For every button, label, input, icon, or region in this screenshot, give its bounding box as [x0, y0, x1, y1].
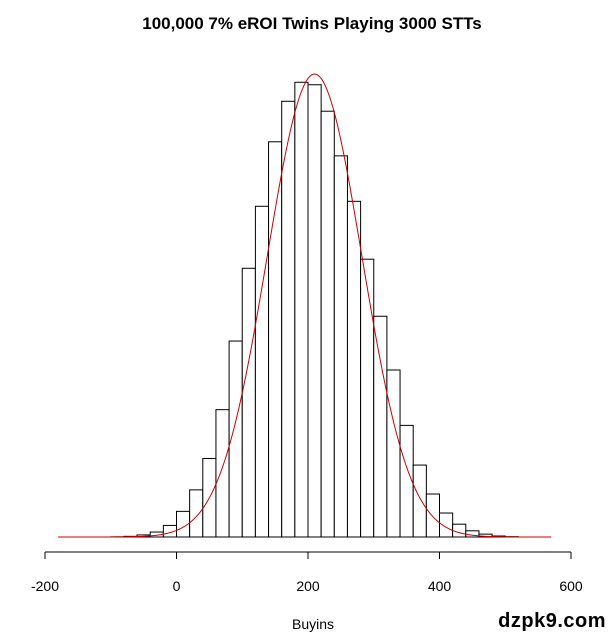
histogram-bar [241, 267, 256, 538]
chart-title: 100,000 7% eROI Twins Playing 3000 STTs [142, 14, 482, 33]
x-tick-label: 200 [296, 578, 320, 594]
histogram-bar [254, 205, 270, 538]
watermark: dzpk9.com [498, 610, 606, 632]
x-tick-label: 0 [173, 578, 181, 594]
histogram-bars [110, 81, 519, 538]
histogram-bar [373, 315, 388, 538]
histogram-bar [189, 489, 204, 538]
histogram-bar [346, 200, 362, 538]
histogram-bar [399, 424, 414, 538]
x-axis: -200 0 200 400 600 [31, 551, 583, 594]
histogram-bar [268, 141, 283, 538]
density-curve [58, 73, 552, 538]
histogram-bar [425, 493, 441, 538]
x-tick-label: 600 [559, 578, 583, 594]
x-axis-label: Buyins [292, 616, 334, 632]
histogram-bar [215, 409, 230, 538]
x-tick-label: -200 [31, 578, 59, 594]
histogram-bar [333, 155, 348, 538]
histogram-bar [281, 100, 296, 538]
histogram-bar [360, 258, 375, 538]
histogram-bar [320, 110, 335, 538]
x-tick-label: 400 [428, 578, 452, 594]
histogram-bar [412, 464, 427, 538]
histogram-bar [307, 84, 322, 538]
histogram-bar [452, 523, 467, 538]
histogram-bar [294, 81, 309, 538]
histogram-bar [386, 369, 401, 538]
histogram-bar [439, 512, 454, 538]
